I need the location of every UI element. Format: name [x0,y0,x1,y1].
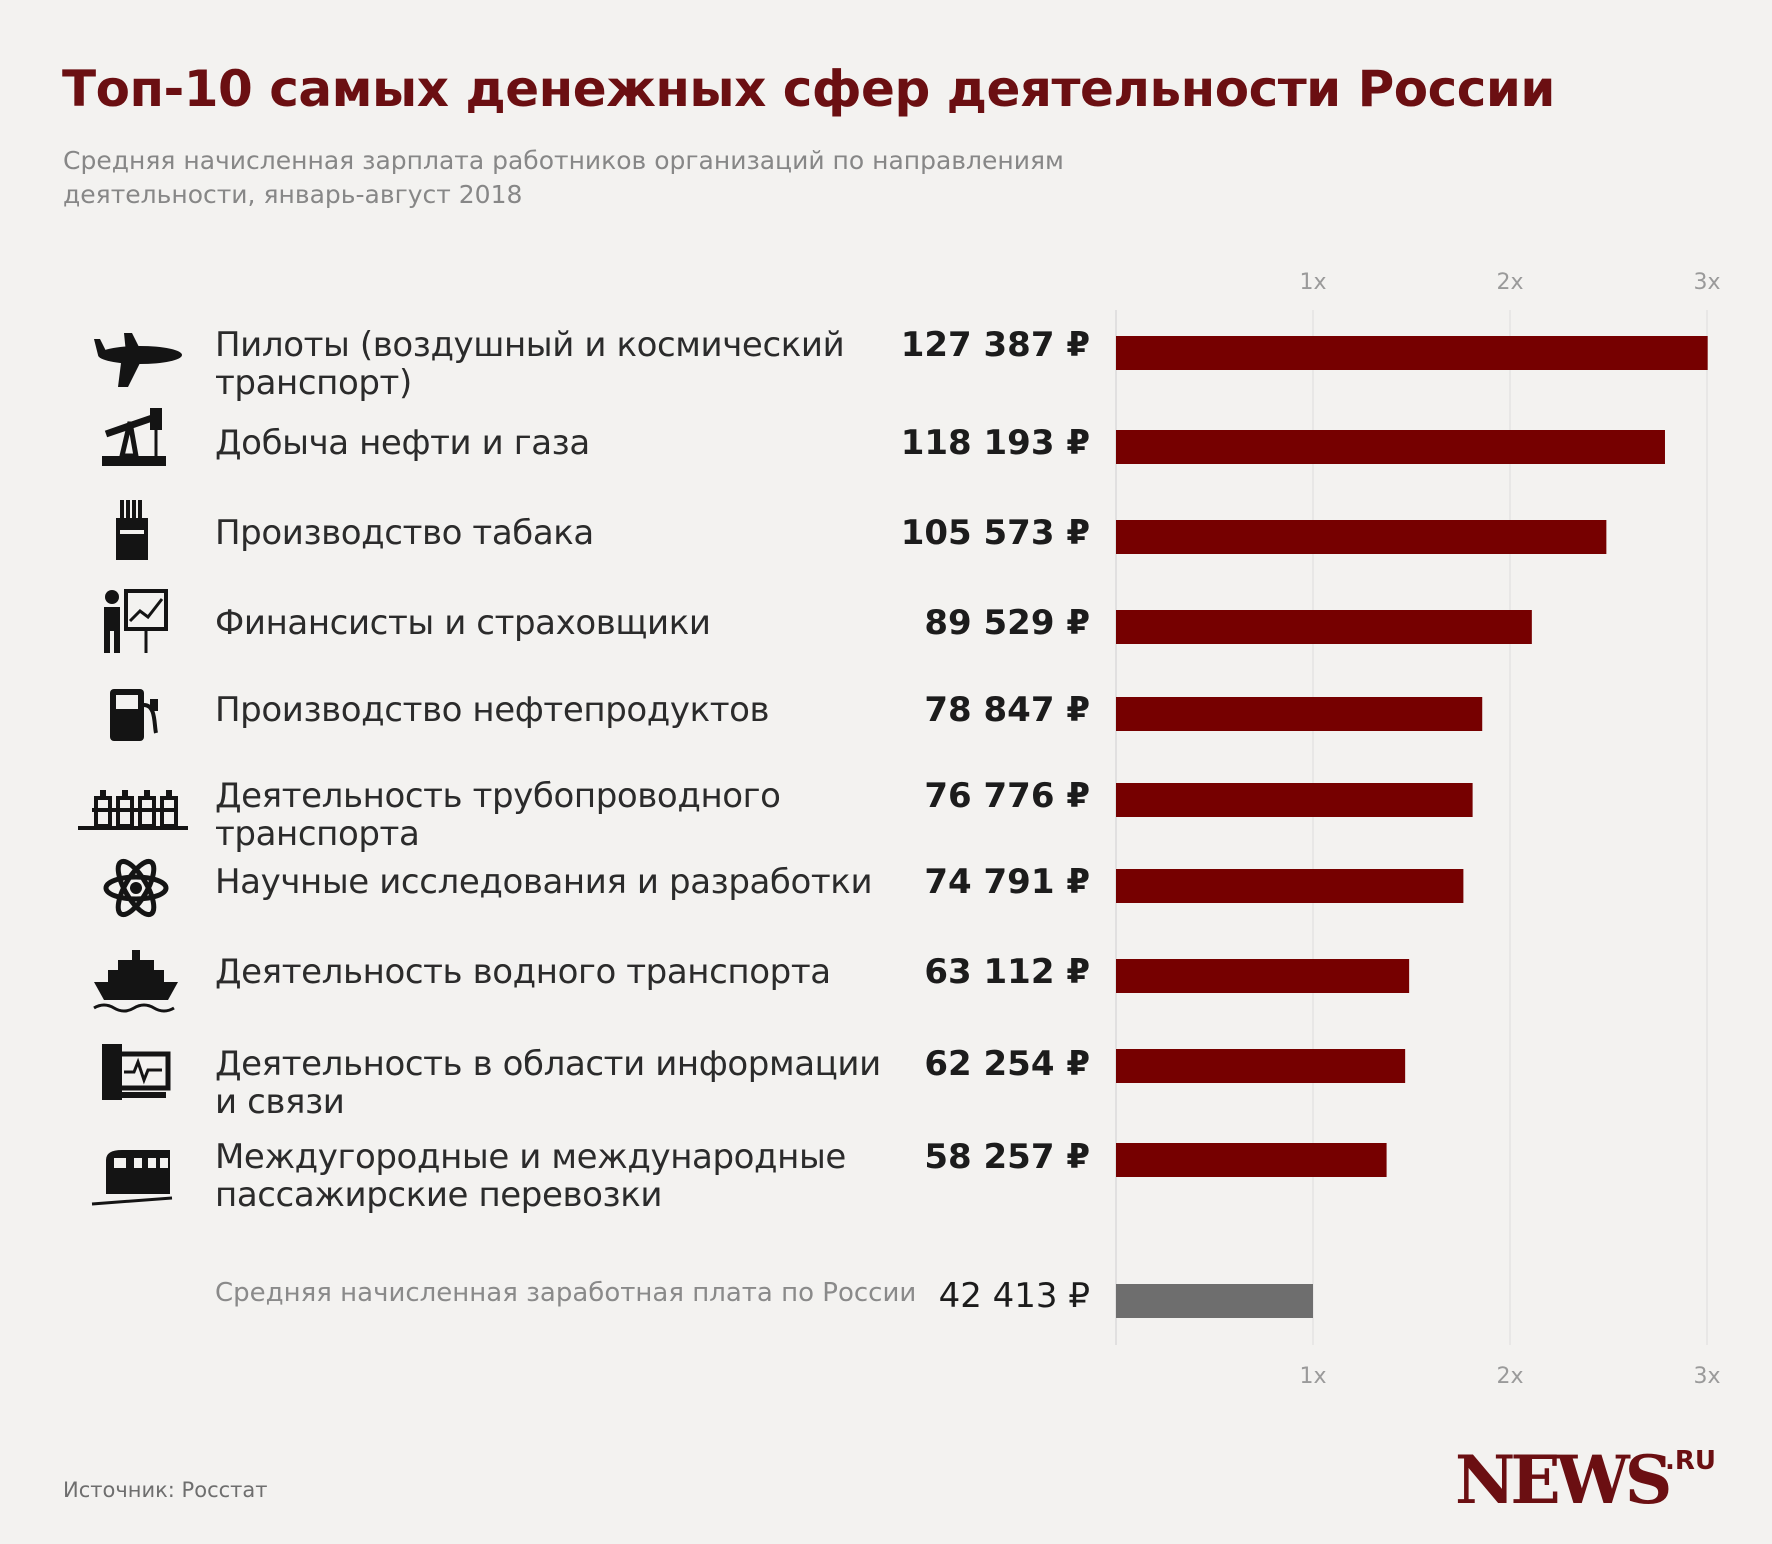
row-label-7: Научные исследования и разработки [215,863,915,901]
row-label-1: Пилоты (воздушный и космический транспорт… [215,326,915,402]
page-subtitle: Средняя начисленная зарплата работников … [63,146,1064,209]
row-label-line1: Добыча нефти и газа [215,423,590,463]
row-label-4: Финансисты и страховщики [215,604,915,642]
row-label-line1: Пилоты (воздушный и космический [215,325,845,365]
news-logo: NEWS [1455,1441,1672,1519]
row-value-4: 89 529 ₽ [924,603,1090,643]
x-tick-top-1x: 1x [1299,270,1326,295]
bar-10 [1116,1143,1387,1177]
cigarette-pack-icon [116,500,148,560]
row-value-3: 105 573 ₽ [900,513,1090,553]
bar-9 [1116,1049,1406,1083]
pipeline-icon [78,790,188,830]
row-label-line1: Производство нефтепродуктов [215,690,770,730]
row-label-8: Деятельность водного транспорта [215,953,915,991]
row-label-line1: Финансисты и страховщики [215,603,711,643]
row-value-10: 58 257 ₽ [924,1137,1090,1177]
average-value: 42 413 ₽ [938,1276,1090,1316]
news-logo-suffix: .RU [1665,1446,1717,1476]
row-label-6: Деятельность трубопроводного транспорта [215,777,915,853]
row-label-line1: Производство табака [215,513,594,553]
x-tick-bottom-2x: 2x [1496,1364,1523,1389]
presenter-chart-icon [104,589,168,653]
x-tick-top-2x: 2x [1496,270,1523,295]
row-label-line2: пассажирские перевозки [215,1175,663,1215]
row-value-7: 74 791 ₽ [924,862,1090,902]
row-value-9: 62 254 ₽ [924,1044,1090,1084]
ship-icon [93,950,178,1013]
bar-1 [1116,336,1708,370]
bar-5 [1116,697,1483,731]
row-label-line2: и связи [215,1082,345,1122]
bar-8 [1116,959,1410,993]
row-label-line1: Научные исследования и разработки [215,862,873,902]
computer-monitor-icon [102,1044,171,1100]
row-label-5: Производство нефтепродуктов [215,691,915,729]
x-tick-top-3x: 3x [1693,270,1720,295]
oil-pump-icon [102,408,166,466]
row-label-10: Междугородные и международные пассажирски… [215,1138,915,1214]
atom-icon [103,858,169,918]
row-value-2: 118 193 ₽ [900,423,1090,463]
row-label-line1: Междугородные и международные [215,1137,846,1177]
airplane-icon [94,333,182,387]
x-tick-bottom-1x: 1x [1299,1364,1326,1389]
row-label-line2: транспорт) [215,363,412,403]
row-label-3: Производство табака [215,514,915,552]
row-value-5: 78 847 ₽ [924,690,1090,730]
source-note: Источник: Росстат [63,1478,268,1502]
bar-2 [1116,430,1665,464]
bar-6 [1116,783,1473,817]
train-icon [91,1150,173,1206]
row-label-9: Деятельность в области информации и связи [215,1045,915,1121]
row-value-6: 76 776 ₽ [924,776,1090,816]
bar-3 [1116,520,1607,554]
row-label-line1: Деятельность трубопроводного транспорта [215,776,781,854]
bar-4 [1116,610,1532,644]
row-label-line1: Деятельность в области информации [215,1044,881,1084]
row-label-line1: Деятельность водного транспорта [215,952,831,992]
x-tick-bottom-3x: 3x [1693,1364,1720,1389]
page-title: Топ-10 самых денежных сфер деятельности … [62,60,1555,118]
row-value-8: 63 112 ₽ [924,952,1090,992]
average-label: Средняя начисленная заработная плата по … [215,1278,917,1308]
fuel-pump-icon [110,689,158,741]
bar-average [1116,1284,1313,1318]
row-value-1: 127 387 ₽ [900,325,1090,365]
row-label-2: Добыча нефти и газа [215,424,915,462]
bar-7 [1116,869,1464,903]
